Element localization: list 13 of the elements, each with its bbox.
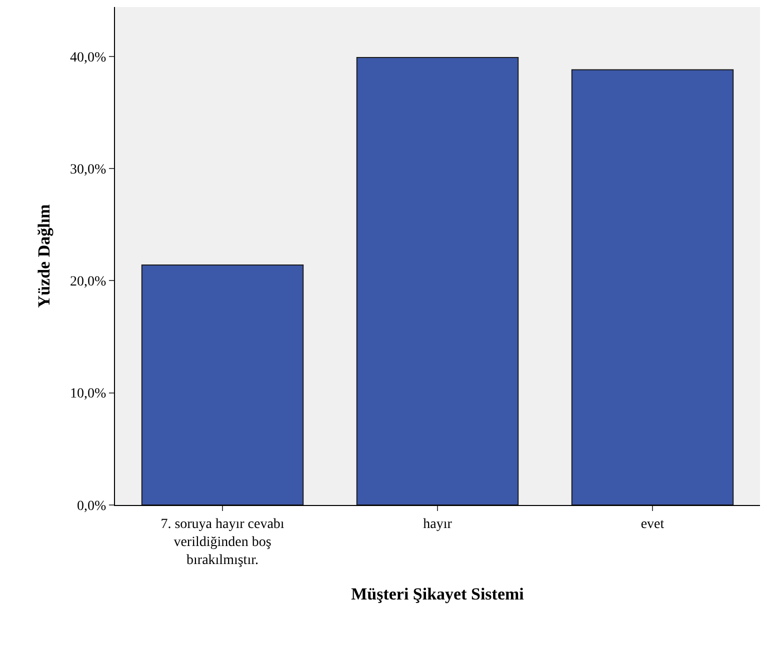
x-axis-title: Müşteri Şikayet Sistemi: [351, 584, 524, 604]
y-tick-label: 20,0%: [70, 274, 107, 290]
y-tick-label: 0,0%: [77, 498, 107, 514]
y-tick-label: 10,0%: [70, 386, 107, 402]
x-tick-label: hayır: [423, 516, 452, 532]
x-tick-label: 7. soruya hayır cevabı verildiğinden boş bırakılmıştır.: [160, 516, 284, 568]
bar: [571, 69, 734, 505]
bar: [141, 264, 304, 505]
y-axis-title: Yüzde Dağlım: [34, 204, 54, 308]
x-tick-label: evet: [640, 516, 664, 532]
y-tick-label: 40,0%: [70, 50, 107, 66]
bar: [356, 56, 519, 505]
y-tick-label: 30,0%: [70, 162, 107, 178]
